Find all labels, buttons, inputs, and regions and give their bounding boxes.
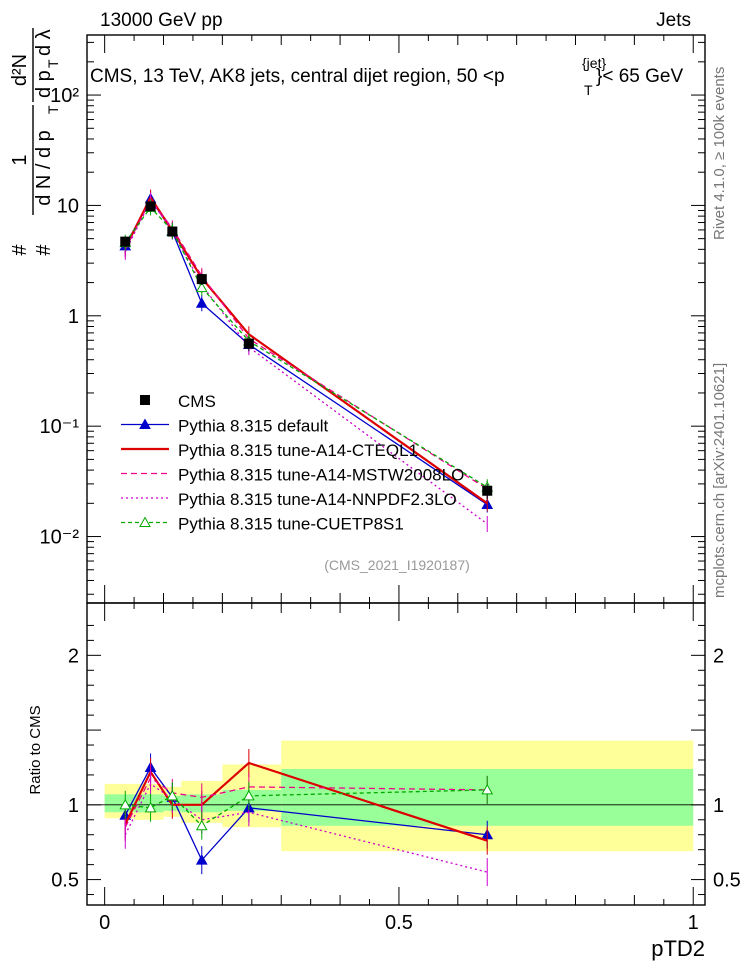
- legend-marker-cms: [140, 395, 150, 405]
- x-axis-label: pTD2: [651, 936, 705, 961]
- series-ratio-line: [124, 766, 488, 862]
- y-tick-label: 10⁻²: [40, 527, 80, 549]
- ratio-plot-frame: [86, 602, 706, 906]
- legend-marker: [139, 516, 151, 527]
- main-plot-marks: [119, 189, 494, 532]
- plot-title-sub: T: [584, 82, 593, 98]
- y-label-frac2-den: d p: [33, 70, 55, 98]
- ratio-tick-label-right: 2: [713, 645, 724, 667]
- series-ratio-marker: [166, 789, 179, 801]
- y-axis-label: 1 d N / d p T # # d²N d p T d λ: [9, 28, 61, 256]
- x-tick-label: 1: [688, 912, 699, 934]
- rivet-label: Rivet 4.1.0, ≥ 100k events: [711, 67, 728, 240]
- legend-label: Pythia 8.315 tune-CUETP8S1: [178, 515, 404, 534]
- legend-label: Pythia 8.315 tune-A14-CTEQL1: [178, 441, 418, 460]
- y-label-frac2-num: d²N: [9, 54, 31, 86]
- series-marker: [195, 297, 208, 308]
- y-label-frac2-den-end: d λ: [33, 29, 55, 56]
- series-ratio-marker: [195, 854, 208, 865]
- series-ratio-marker: [195, 819, 208, 831]
- ratio-tick-label: 2: [68, 645, 79, 667]
- data-point: [196, 274, 207, 285]
- y-tick-label: 1: [68, 306, 79, 328]
- data-point: [167, 226, 178, 237]
- y-tick-label: 10⁻¹: [40, 416, 80, 438]
- y-label-hash-bottom: #: [33, 244, 55, 256]
- ratio-plot-marks: [119, 748, 494, 887]
- ratio-tick-label: 0.5: [51, 870, 79, 892]
- y-label-frac2-den-sub: T: [45, 59, 61, 68]
- data-point: [145, 201, 156, 212]
- legend-label: Pythia 8.315 tune-A14-NNPDF2.3LO: [178, 490, 457, 509]
- y-label-frac1-den: d N / d p: [33, 130, 55, 206]
- mcplots-label: mcplots.cern.ch [arXiv:2401.10621]: [711, 363, 728, 598]
- analysis-watermark: (CMS_2021_I1920187): [324, 557, 470, 573]
- y-tick-label: 10²: [50, 85, 79, 107]
- y-label-hash-top: #: [9, 244, 31, 256]
- legend: CMS Pythia 8.315 default Pythia 8.315 tune…: [121, 392, 464, 534]
- series-ratio-marker: [481, 783, 494, 795]
- header-left: 13000 GeV pp: [100, 10, 223, 31]
- y-label-frac1-den-sub: T: [45, 105, 61, 114]
- plot-title-end: }< 65 GeV: [596, 66, 683, 87]
- ratio-stat-band: [104, 794, 135, 813]
- ratio-y-label: Ratio to CMS: [27, 705, 44, 794]
- ratio-stat-band: [134, 794, 164, 813]
- series-line: [124, 206, 488, 488]
- plot-title-sup: {jet}: [582, 55, 606, 71]
- data-point: [120, 236, 131, 247]
- legend-label: CMS: [178, 392, 216, 411]
- series-ratio-line: [124, 761, 488, 842]
- legend-label: Pythia 8.315 default: [178, 417, 329, 436]
- legend-label: Pythia 8.315 tune-A14-MSTW2008LO: [178, 466, 464, 485]
- y-label-frac1-num: 1: [9, 154, 31, 165]
- series-ratio-marker: [119, 798, 132, 810]
- data-point: [482, 485, 493, 496]
- ratio-tick-label: 1: [68, 795, 79, 817]
- ratio-tick-label-right: 1: [713, 795, 724, 817]
- ratio-tick-label-right: 0.5: [713, 870, 741, 892]
- x-tick-label: 0.5: [385, 912, 413, 934]
- series-ratio-marker: [144, 801, 157, 813]
- axes: 10² 10 1 10⁻¹ 10⁻² 2 2 1 1 0.5 0.5 0 0.5 1: [40, 35, 741, 934]
- series-ratio-line: [125, 789, 488, 827]
- series-marker: [195, 281, 208, 293]
- legend-marker: [139, 418, 151, 429]
- series-ratio-line: [124, 782, 488, 873]
- series-ratio-marker: [243, 789, 255, 801]
- series-line: [124, 198, 488, 490]
- plot-title: CMS, 13 TeV, AK8 jets, central dijet reg…: [90, 66, 505, 87]
- data-point: [243, 338, 254, 349]
- header-right: Jets: [656, 10, 691, 31]
- y-tick-label: 10: [57, 195, 79, 217]
- x-tick-label: 0: [99, 912, 110, 934]
